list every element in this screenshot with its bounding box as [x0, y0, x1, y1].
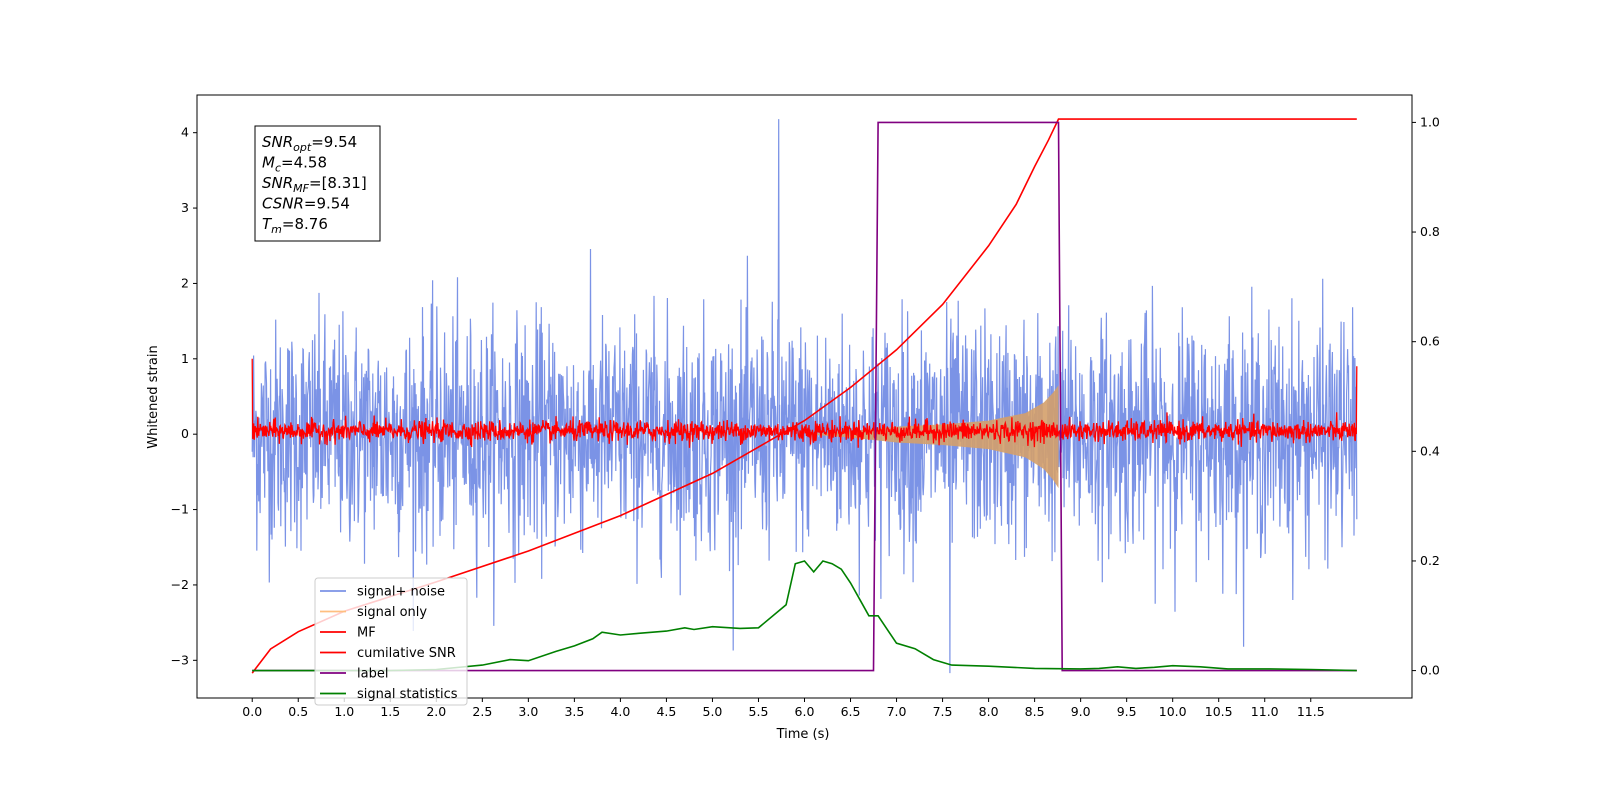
legend-entry: MF	[357, 626, 376, 641]
series-signal-statistics	[252, 560, 1357, 672]
y-tick-label: 4	[181, 125, 189, 140]
x-tick-label: 8.0	[979, 704, 999, 719]
x-tick-label: 5.0	[703, 704, 723, 719]
legend-entry: label	[357, 667, 388, 682]
x-tick-label: 10.5	[1205, 704, 1233, 719]
x-tick-label: 4.5	[656, 704, 676, 719]
y-axis-left: 4 3 2 1 0 −1 −2 −3	[171, 125, 197, 667]
x-tick-label: 11.5	[1297, 704, 1325, 719]
y2-tick-label: 0.6	[1420, 334, 1440, 349]
annotation-snr_mf: SNRMF=[8.31]	[262, 174, 367, 195]
y-axis-right: 1.0 0.8 0.6 0.4 0.2 0.0	[1412, 114, 1440, 678]
y2-tick-label: 1.0	[1420, 114, 1440, 129]
series-signal-plus-noise	[251, 119, 1358, 674]
x-tick-label: 3.0	[518, 704, 538, 719]
series-signal-only	[804, 385, 1059, 489]
y-tick-label: −2	[171, 577, 189, 592]
series-label	[252, 121, 1357, 672]
x-axis: 0.0 0.5 1.0 1.5 2.0 2.5 3.0 3.5 4.0 4.5 5.0 5.5 6.0 6…	[242, 698, 1325, 719]
x-tick-label: 9.0	[1071, 704, 1091, 719]
y-tick-label: 2	[181, 275, 189, 290]
legend-entry: signal+ noise	[357, 585, 445, 600]
y-tick-label: −1	[171, 502, 189, 517]
x-tick-label: 11.0	[1251, 704, 1279, 719]
annotation-tm: Tm=8.76	[262, 215, 328, 236]
legend: signal+ noise signal only MF cumilative SNR…	[314, 577, 468, 706]
x-axis-label: Time (s)	[776, 727, 830, 742]
y-axis-label: Whitened strain	[146, 345, 161, 448]
x-tick-label: 6.5	[841, 704, 861, 719]
y2-tick-label: 0.8	[1420, 224, 1440, 239]
legend-entry: signal statistics	[357, 687, 458, 702]
annotation-csnr: CSNR=9.54	[262, 195, 350, 213]
series-mf	[251, 358, 1358, 448]
x-tick-label: 0.5	[288, 704, 308, 719]
annotation-snr_opt: SNRopt=9.54	[262, 133, 357, 154]
y2-tick-label: 0.4	[1420, 443, 1440, 458]
x-tick-label: 3.5	[564, 704, 584, 719]
y-tick-label: 0	[181, 426, 189, 441]
x-tick-label: 2.5	[472, 704, 492, 719]
x-tick-label: 9.5	[1117, 704, 1137, 719]
y-tick-label: −3	[171, 652, 189, 667]
x-tick-label: 8.5	[1025, 704, 1045, 719]
x-tick-label: 5.5	[749, 704, 769, 719]
x-tick-label: 6.0	[795, 704, 815, 719]
legend-entry: cumilative SNR	[357, 646, 456, 661]
annotation-mc: Mc=4.58	[262, 154, 327, 175]
y-tick-label: 3	[181, 200, 189, 215]
x-tick-label: 7.0	[887, 704, 907, 719]
y2-tick-label: 0.2	[1420, 553, 1440, 568]
x-tick-label: 4.0	[610, 704, 630, 719]
y2-tick-label: 0.0	[1420, 663, 1440, 678]
legend-entry: signal only	[357, 605, 427, 620]
x-tick-label: 1.5	[380, 704, 400, 719]
x-tick-label: 7.5	[933, 704, 953, 719]
x-tick-label: 10.0	[1159, 704, 1187, 719]
x-tick-label: 0.0	[242, 704, 262, 719]
x-tick-label: 2.0	[426, 704, 446, 719]
x-tick-label: 1.0	[334, 704, 354, 719]
y-tick-label: 1	[181, 351, 189, 366]
